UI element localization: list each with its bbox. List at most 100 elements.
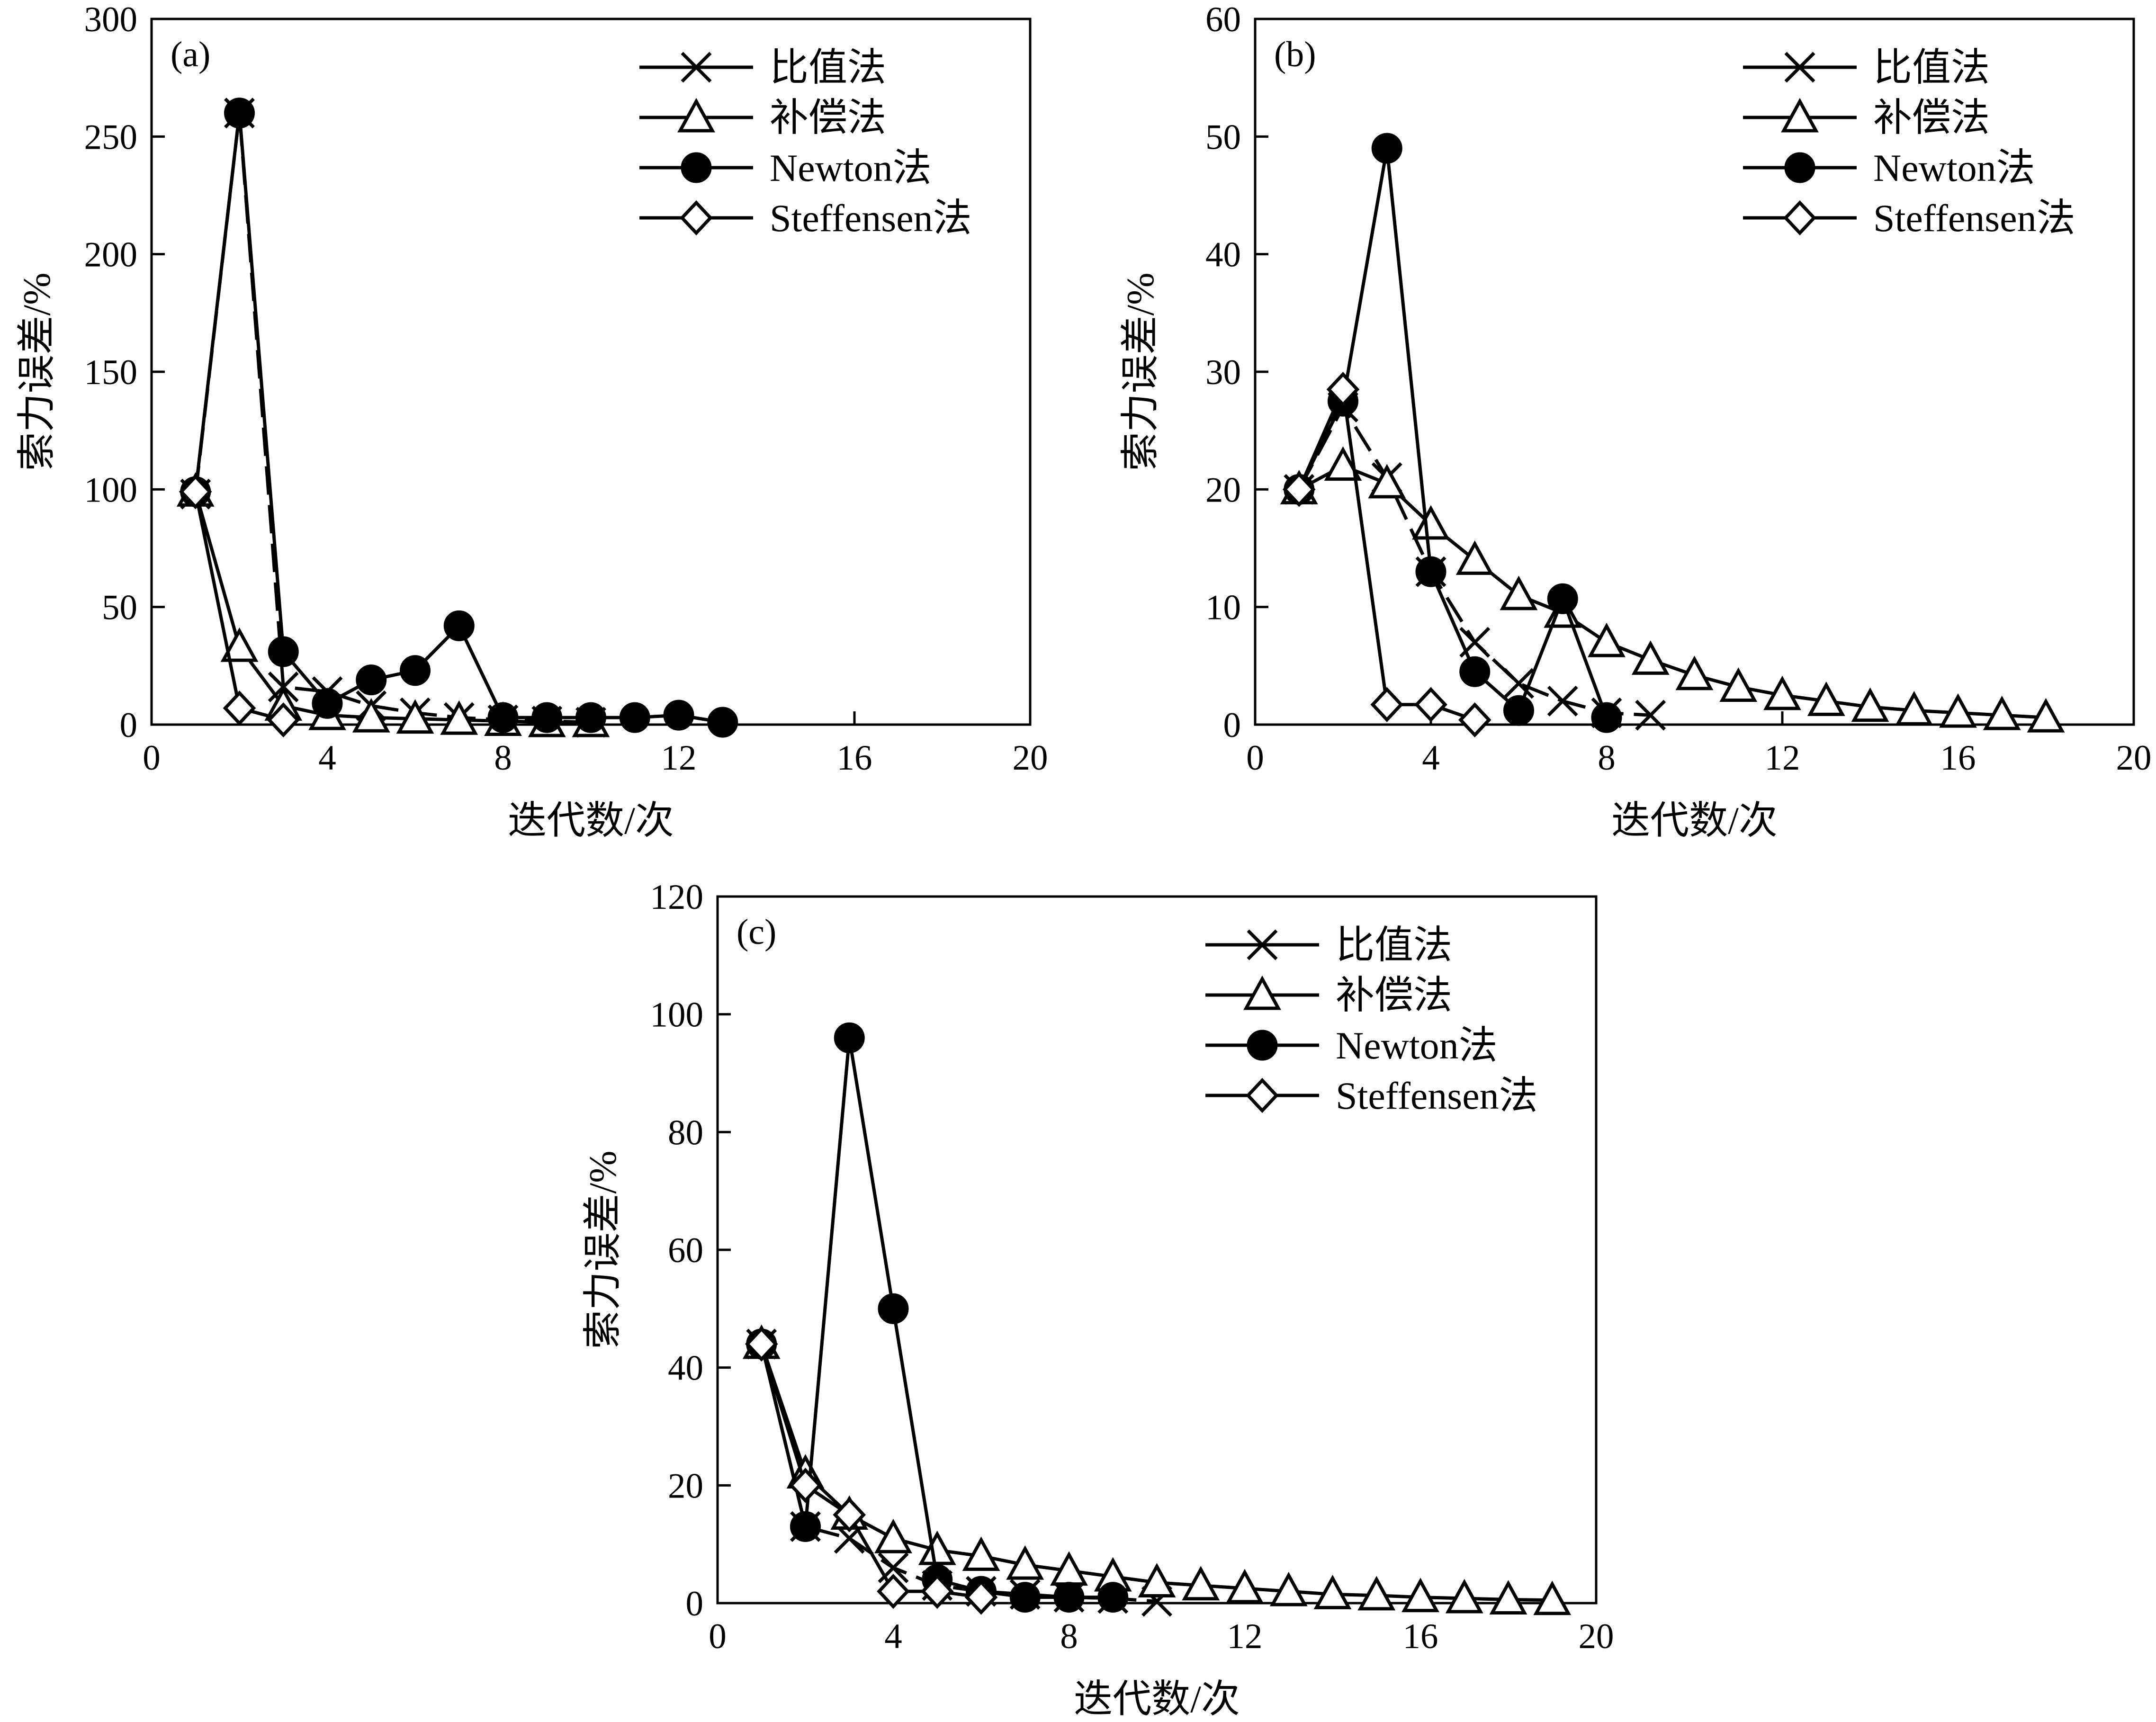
circle-marker <box>1053 1582 1085 1613</box>
triangle-marker <box>1895 691 1933 726</box>
diamond-marker <box>223 691 256 726</box>
circle-marker <box>400 655 431 686</box>
series-circle <box>180 98 738 738</box>
circle-marker <box>531 702 563 733</box>
x-tick-label: 20 <box>2116 738 2152 778</box>
legend-item: Steffensen法 <box>1205 1074 1538 1117</box>
circle-marker <box>619 702 650 733</box>
triangle-marker <box>1763 675 1801 710</box>
circle-marker <box>443 610 475 641</box>
diamond-marker <box>877 1574 910 1609</box>
y-tick-label: 100 <box>84 470 138 510</box>
legend-item: 补偿法 <box>1205 974 1452 1017</box>
diamond-marker <box>1783 200 1816 236</box>
diamond-marker <box>179 474 212 510</box>
triangle-marker <box>1324 446 1362 481</box>
x-tick-label: 4 <box>884 1617 902 1656</box>
x-tick-label: 20 <box>1579 1617 1614 1656</box>
legend-label: 比值法 <box>1873 46 1990 89</box>
x-tick-label: 0 <box>143 738 161 778</box>
y-tick-label: 100 <box>650 996 704 1035</box>
triangle-marker <box>1533 1580 1572 1615</box>
series-line <box>1298 464 2046 719</box>
series-line <box>760 1344 1157 1603</box>
triangle-marker <box>874 1518 912 1553</box>
circle-marker <box>487 702 519 733</box>
series-circle <box>746 1022 1129 1613</box>
circle-marker <box>1247 1030 1278 1061</box>
triangle-marker <box>1851 687 1889 722</box>
y-tick-label: 120 <box>650 878 704 917</box>
x-tick-label: 12 <box>1227 1617 1263 1656</box>
plot-frame <box>1254 18 2135 726</box>
y-tick-label: 40 <box>1205 235 1241 275</box>
circle-marker <box>1415 556 1446 587</box>
legend-label: Steffensen法 <box>1336 1074 1538 1117</box>
legend-label: 补偿法 <box>1336 974 1452 1017</box>
panel-label: (a) <box>171 35 210 74</box>
legend-label: 补偿法 <box>1873 96 1990 139</box>
x-tick-label: 12 <box>661 738 697 778</box>
series-diamond <box>745 1326 998 1615</box>
x-marker <box>1547 685 1578 717</box>
series-line <box>760 1343 1553 1602</box>
plot-frame <box>150 18 1032 726</box>
y-tick-label: 50 <box>102 588 137 628</box>
y-tick-label: 30 <box>1205 353 1241 392</box>
x-tick-label: 0 <box>1246 738 1264 778</box>
legend-item: Newton法 <box>1743 146 2035 189</box>
legend-item: 比值法 <box>1743 46 1990 89</box>
diamond-marker <box>833 1497 866 1533</box>
triangle-marker <box>1401 1578 1439 1613</box>
triangle-marker <box>1807 682 1845 716</box>
triangle-marker <box>352 698 390 733</box>
diamond-marker <box>745 1326 778 1362</box>
y-tick-label: 60 <box>1205 0 1241 39</box>
triangle-marker <box>440 700 478 735</box>
x-tick-label: 8 <box>1060 1617 1078 1656</box>
diamond-marker <box>1370 687 1404 722</box>
circle-marker <box>312 688 343 719</box>
circle-marker <box>681 152 712 183</box>
triangle-marker <box>1138 1563 1176 1597</box>
legend-label: Newton法 <box>1873 146 2035 189</box>
x-marker <box>1503 668 1534 699</box>
y-tick-label: 40 <box>668 1349 703 1388</box>
x-tick-label: 16 <box>1940 738 1976 778</box>
triangle-marker <box>1368 464 1406 499</box>
y-tick-label: 0 <box>686 1584 704 1623</box>
triangle-marker <box>1357 1576 1396 1611</box>
series-line <box>194 491 591 724</box>
legend-label: Newton法 <box>770 146 932 189</box>
triangle-marker <box>1455 540 1494 575</box>
y-tick-label: 10 <box>1205 588 1241 628</box>
circle-marker <box>356 664 387 696</box>
circle-marker <box>575 702 606 733</box>
triangle-marker <box>962 1536 1000 1571</box>
x-marker <box>1247 929 1278 960</box>
y-tick-label: 250 <box>84 117 138 157</box>
y-tick-label: 50 <box>1205 117 1241 157</box>
x-tick-label: 12 <box>1765 738 1800 778</box>
triangle-marker <box>1445 1578 1483 1614</box>
triangle-marker <box>1269 1571 1308 1606</box>
chart-panel: 0 4 8 12 16 20 0 20 40 60 80 100 120 迭代数/次 索力误差/% (c) 比值… <box>581 878 1614 1721</box>
x-tick-label: 4 <box>318 738 336 778</box>
triangle-marker <box>1243 975 1281 1010</box>
series-line <box>760 1037 1113 1599</box>
diamond-marker <box>1326 372 1360 407</box>
triangle-marker <box>1781 98 1819 133</box>
y-tick-label: 0 <box>120 706 138 745</box>
circle-marker <box>1547 583 1578 614</box>
legend-label: 比值法 <box>1336 924 1452 967</box>
legend-label: Steffensen法 <box>1873 197 2075 240</box>
y-tick-label: 300 <box>84 0 138 39</box>
circle-marker <box>1784 152 1815 183</box>
legend-item: 比值法 <box>639 46 886 89</box>
x-marker <box>681 52 712 83</box>
diamond-marker <box>964 1579 998 1615</box>
diamond-marker <box>1458 702 1491 738</box>
panel-label: (b) <box>1274 35 1316 74</box>
y-axis-label: 索力误差/% <box>15 272 58 471</box>
